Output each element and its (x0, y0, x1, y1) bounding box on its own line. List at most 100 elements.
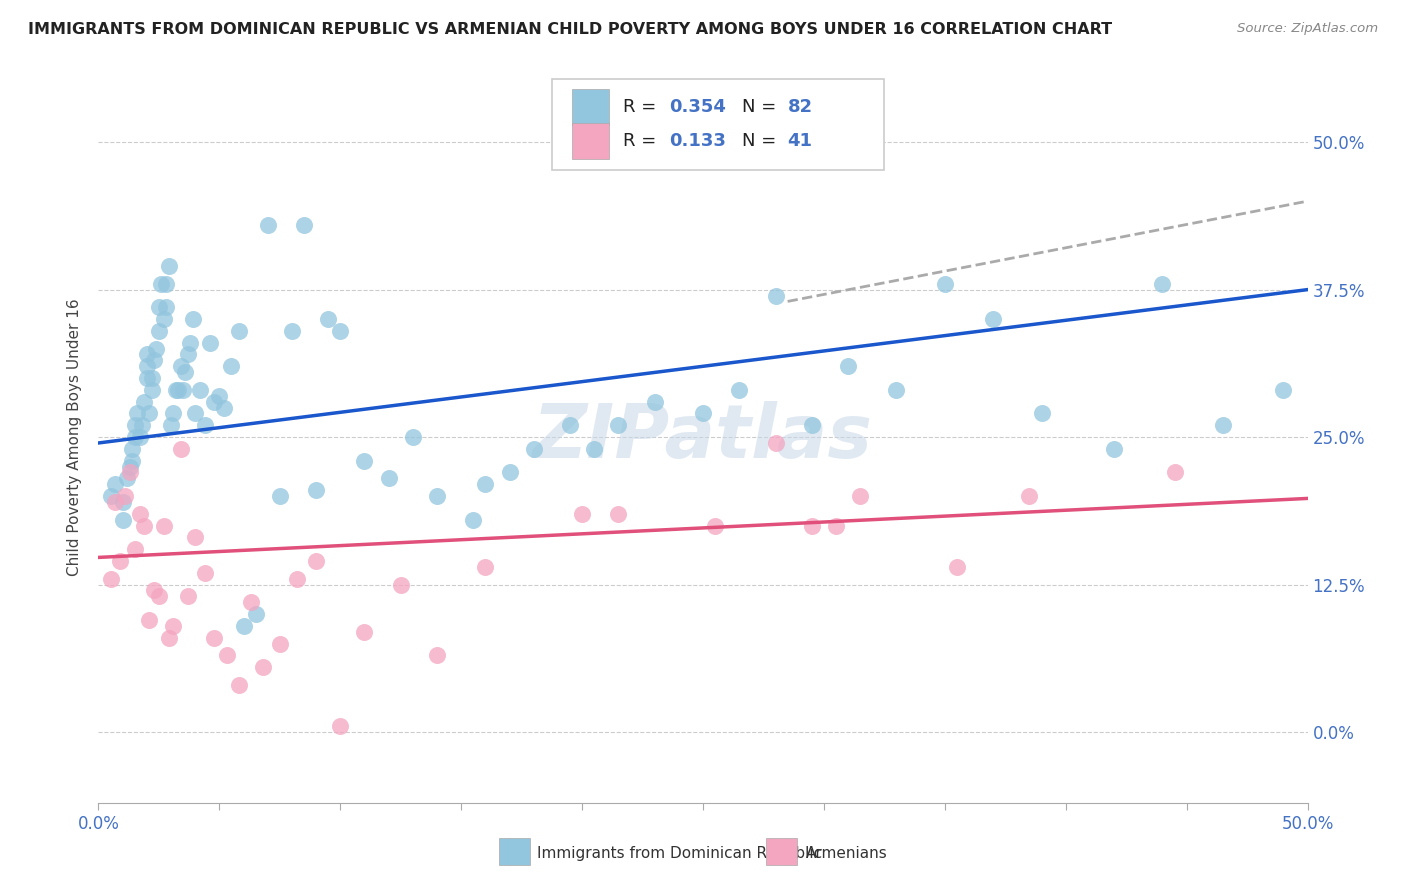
Point (100, 572, 122, 586)
Point (285, 572, 308, 586)
Text: Source: ZipAtlas.com: Source: ZipAtlas.com (1237, 22, 1378, 36)
Point (165, 383, 187, 397)
Point (128, 430, 150, 444)
Y-axis label: Child Poverty Among Boys Under 16: Child Poverty Among Boys Under 16 (67, 298, 83, 576)
Point (704, 518, 727, 533)
Point (837, 359, 859, 374)
Point (134, 518, 156, 533)
Point (252, 660, 274, 674)
Point (571, 507, 593, 521)
Point (124, 430, 146, 444)
Point (141, 383, 163, 397)
Point (607, 418, 630, 433)
Point (117, 471, 139, 485)
Point (162, 619, 184, 633)
Point (212, 401, 235, 415)
Point (426, 648, 449, 663)
Point (208, 389, 231, 403)
Point (1018, 489, 1040, 503)
Text: N =: N = (742, 98, 782, 116)
Point (269, 636, 291, 650)
Point (108, 554, 131, 568)
Point (114, 489, 136, 503)
Point (143, 583, 166, 598)
Text: 41: 41 (787, 132, 813, 150)
Point (256, 218, 278, 232)
Point (498, 466, 520, 480)
Point (353, 624, 375, 639)
Point (946, 559, 969, 574)
Point (157, 631, 180, 645)
Point (228, 324, 250, 338)
Point (389, 577, 412, 591)
Point (179, 335, 201, 350)
Point (198, 335, 221, 350)
Point (135, 359, 157, 374)
Point (353, 453, 375, 467)
Point (305, 483, 328, 498)
Point (169, 359, 191, 374)
Point (104, 477, 127, 491)
Point (474, 477, 496, 491)
FancyBboxPatch shape (572, 89, 609, 126)
Point (184, 530, 207, 544)
Point (463, 513, 485, 527)
Point (765, 288, 787, 302)
FancyBboxPatch shape (551, 78, 884, 170)
Point (886, 383, 908, 397)
Point (135, 347, 157, 361)
Point (177, 347, 200, 361)
Point (118, 459, 141, 474)
Point (148, 590, 170, 604)
Point (118, 466, 141, 480)
Point (825, 518, 848, 533)
Point (523, 442, 546, 456)
Point (245, 607, 267, 621)
Point (215, 648, 238, 663)
Text: Armenians: Armenians (806, 847, 887, 861)
Point (160, 418, 183, 433)
Point (728, 383, 751, 397)
Point (152, 518, 174, 533)
Point (177, 590, 200, 604)
Point (1102, 442, 1125, 456)
Point (305, 554, 328, 568)
Point (239, 595, 262, 609)
Point (172, 383, 194, 397)
Point (1152, 277, 1174, 291)
Text: 0.354: 0.354 (669, 98, 725, 116)
Point (644, 394, 666, 409)
Point (128, 507, 150, 521)
Point (138, 407, 160, 421)
Point (194, 566, 217, 580)
Point (138, 613, 160, 627)
Point (174, 365, 197, 379)
Text: R =: R = (623, 132, 662, 150)
Point (181, 312, 204, 326)
Point (184, 407, 207, 421)
FancyBboxPatch shape (572, 122, 609, 159)
Point (558, 418, 581, 433)
Point (121, 442, 143, 456)
Text: 0.133: 0.133 (669, 132, 725, 150)
Point (134, 394, 156, 409)
Point (1031, 407, 1053, 421)
Point (800, 518, 823, 533)
Point (167, 383, 190, 397)
Text: Immigrants from Dominican Republic: Immigrants from Dominican Republic (537, 847, 823, 861)
Text: 82: 82 (787, 98, 813, 116)
Point (100, 489, 122, 503)
Point (157, 259, 180, 273)
Point (583, 442, 606, 456)
Point (204, 394, 226, 409)
Text: N =: N = (742, 132, 782, 150)
Point (204, 631, 226, 645)
Point (148, 324, 170, 338)
Point (316, 312, 339, 326)
Point (474, 559, 496, 574)
Point (981, 312, 1004, 326)
Point (426, 489, 449, 503)
Point (121, 453, 143, 467)
Text: ZIPatlas: ZIPatlas (533, 401, 873, 474)
Point (188, 383, 211, 397)
